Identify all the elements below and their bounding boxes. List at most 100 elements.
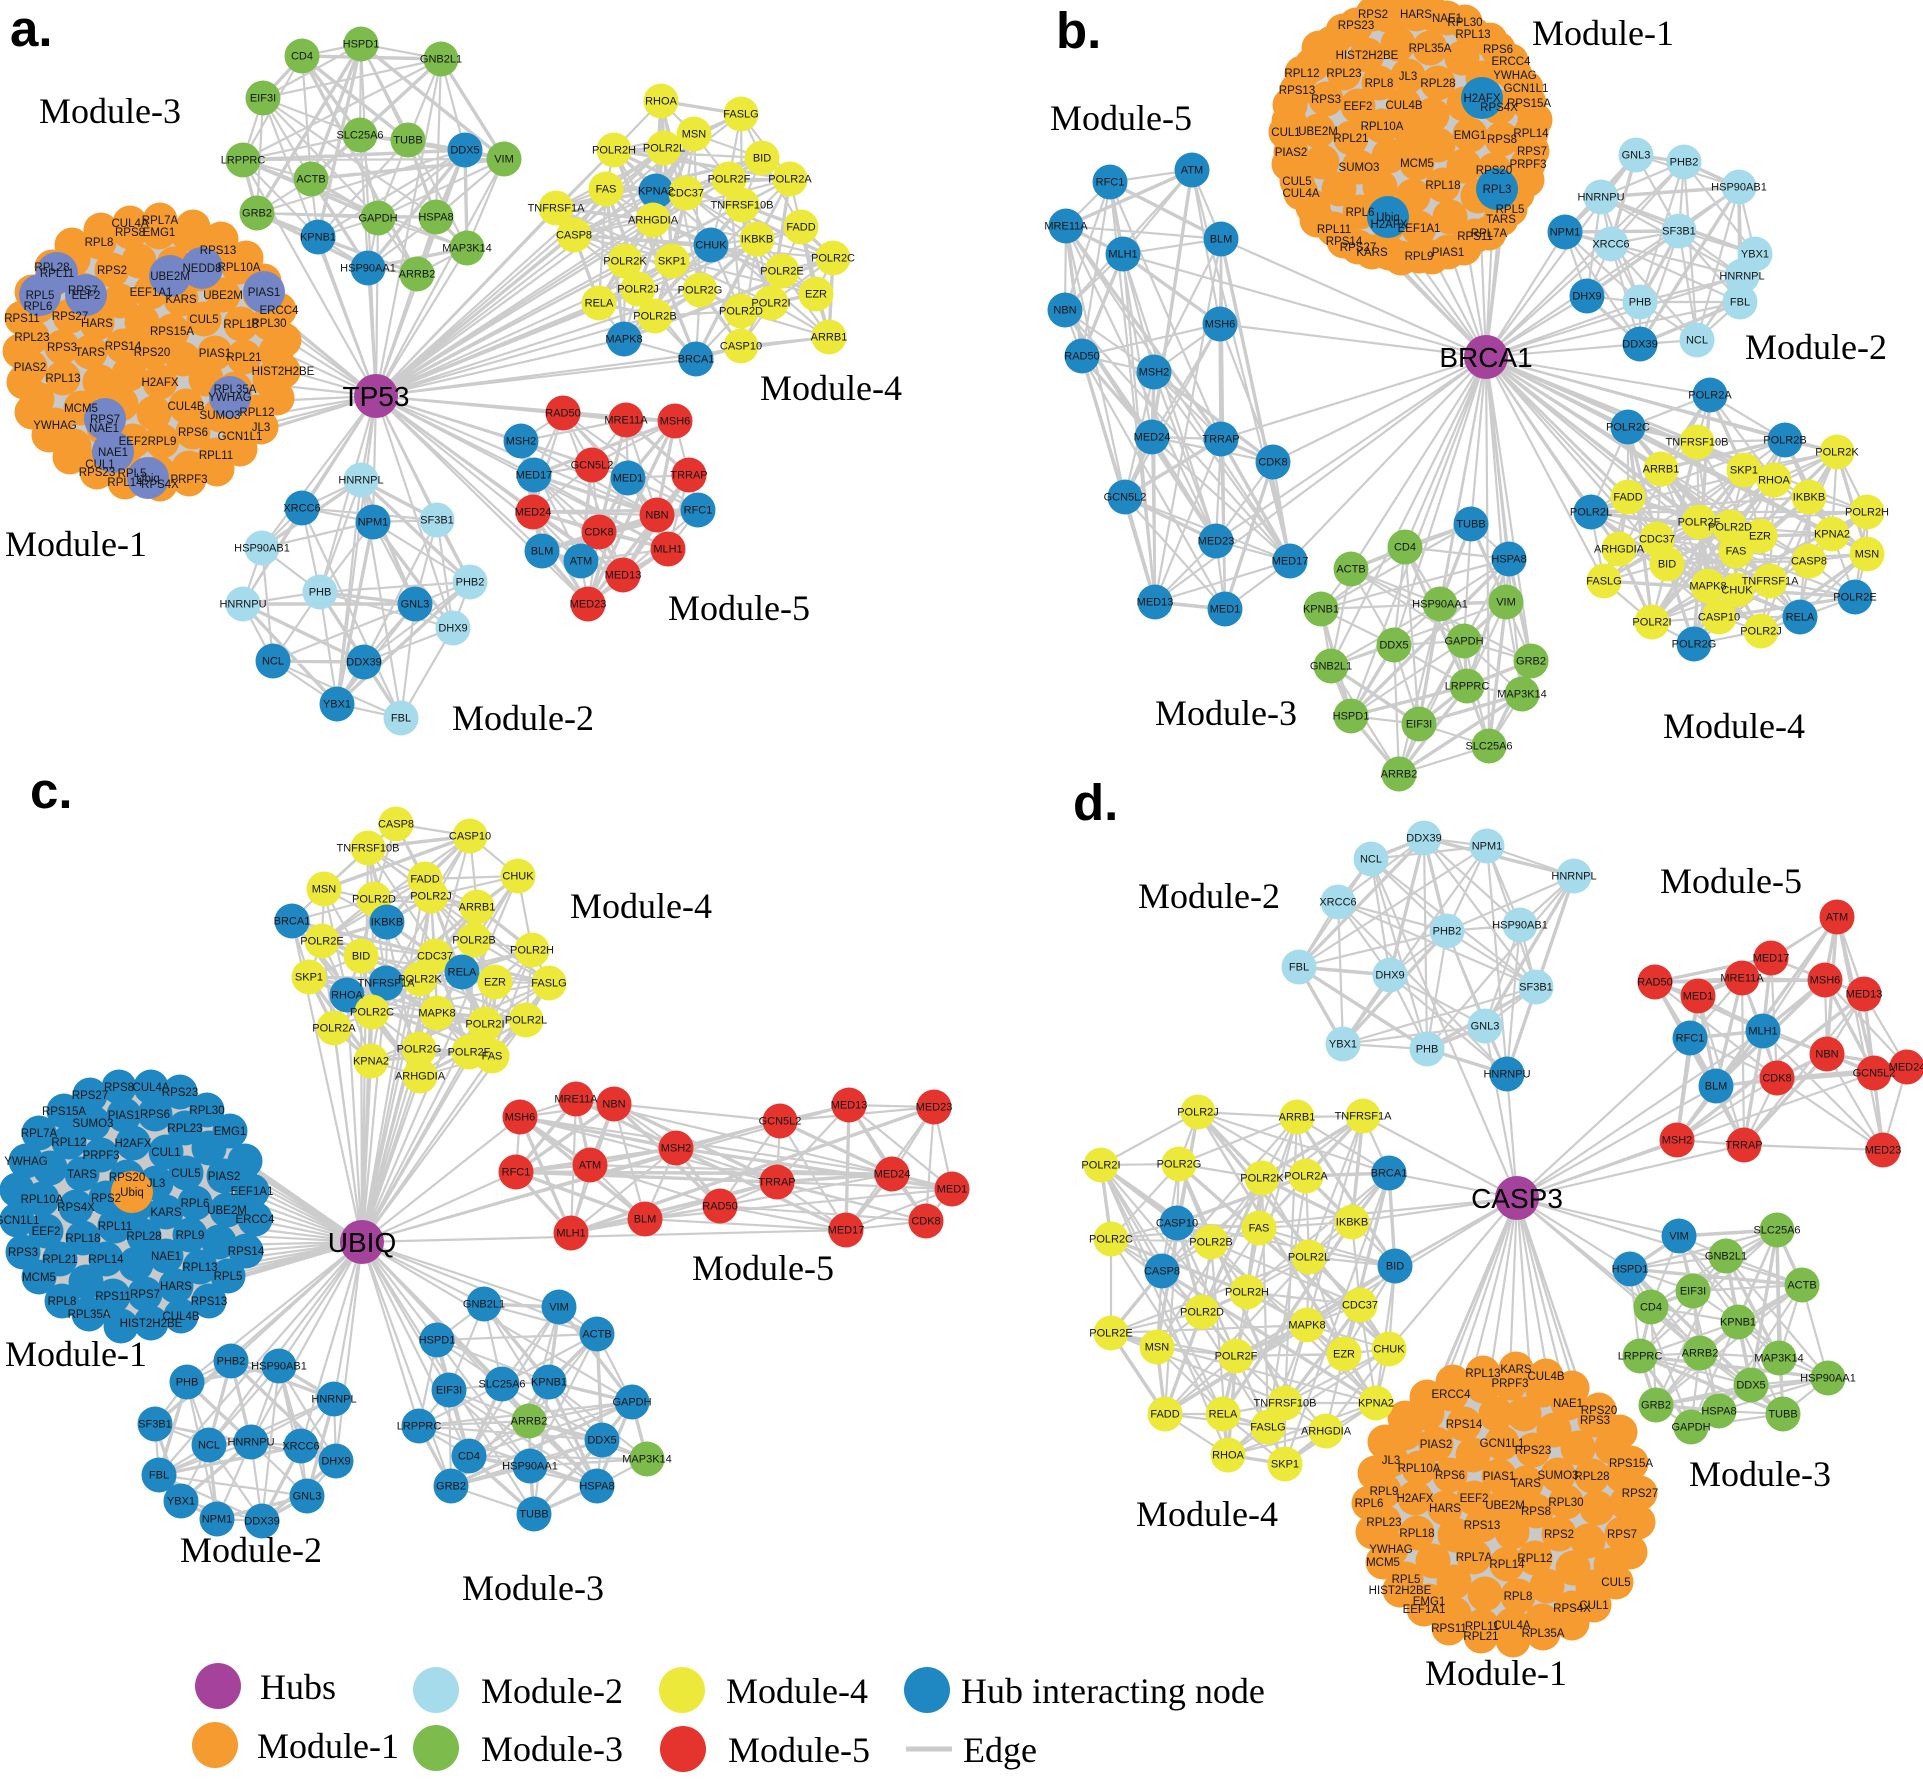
- svg-text:NAE1: NAE1: [151, 1251, 181, 1263]
- svg-text:HSPA8: HSPA8: [418, 212, 453, 224]
- svg-text:SF3B1: SF3B1: [1662, 226, 1696, 238]
- svg-text:POLR2L: POLR2L: [643, 143, 685, 155]
- svg-text:NCL: NCL: [262, 656, 284, 668]
- svg-text:XRCC6: XRCC6: [1319, 897, 1356, 909]
- svg-text:RHOA: RHOA: [1758, 475, 1790, 487]
- svg-text:RPL11: RPL11: [199, 450, 233, 462]
- svg-text:POLR2B: POLR2B: [452, 935, 495, 947]
- svg-text:Module-2: Module-2: [481, 1671, 623, 1711]
- svg-text:CUL4B: CUL4B: [1527, 1371, 1564, 1383]
- svg-text:MAP3K14: MAP3K14: [1754, 1353, 1804, 1365]
- svg-text:GCN1L1: GCN1L1: [218, 431, 263, 443]
- svg-text:GNL3: GNL3: [1471, 1021, 1500, 1033]
- svg-text:HSPA8: HSPA8: [1701, 1406, 1736, 1418]
- svg-text:RPL18: RPL18: [1399, 1528, 1434, 1540]
- svg-text:POLR2E: POLR2E: [760, 266, 803, 278]
- svg-text:DDX5: DDX5: [587, 1435, 616, 1447]
- svg-text:JL3: JL3: [147, 1178, 166, 1190]
- svg-text:RPS3: RPS3: [8, 1247, 38, 1259]
- svg-text:UBIQ: UBIQ: [328, 1227, 396, 1258]
- svg-text:FADD: FADD: [1613, 492, 1642, 504]
- svg-text:UBE2M: UBE2M: [203, 290, 243, 302]
- svg-text:CD4: CD4: [1640, 1302, 1662, 1314]
- svg-text:CASP10: CASP10: [1698, 612, 1740, 624]
- svg-text:GNB2L1: GNB2L1: [463, 1299, 505, 1311]
- svg-text:ACTB: ACTB: [296, 174, 325, 186]
- svg-text:PIAS2: PIAS2: [1275, 147, 1308, 159]
- svg-text:TP53: TP53: [343, 381, 410, 412]
- svg-text:POLR2F: POLR2F: [708, 174, 751, 186]
- svg-text:RPS27: RPS27: [52, 311, 88, 323]
- svg-text:GAPDH: GAPDH: [612, 1397, 651, 1409]
- svg-text:BID: BID: [753, 153, 771, 165]
- svg-text:CUL5: CUL5: [171, 1168, 200, 1180]
- svg-text:NBN: NBN: [1815, 1049, 1838, 1061]
- svg-text:RPS8: RPS8: [1487, 134, 1517, 146]
- svg-text:MED23: MED23: [916, 1102, 953, 1114]
- svg-text:KPNA2: KPNA2: [1358, 1398, 1394, 1410]
- svg-text:BRCA1: BRCA1: [678, 354, 715, 366]
- svg-text:NEDD8: NEDD8: [183, 263, 222, 275]
- svg-text:RPS7: RPS7: [1517, 146, 1547, 158]
- svg-text:POLR2C: POLR2C: [811, 253, 855, 265]
- svg-text:PHB2: PHB2: [456, 577, 485, 589]
- svg-text:DHX9: DHX9: [1572, 291, 1601, 303]
- svg-text:RPL30: RPL30: [251, 318, 286, 330]
- svg-text:EZR: EZR: [1333, 1349, 1355, 1361]
- svg-text:d.: d.: [1073, 774, 1118, 831]
- svg-text:TRRAP: TRRAP: [1202, 434, 1239, 446]
- svg-text:RPL6: RPL6: [24, 301, 53, 313]
- svg-text:NCL: NCL: [1360, 854, 1382, 866]
- svg-text:DDX39: DDX39: [1406, 833, 1441, 845]
- svg-text:Module-1: Module-1: [1532, 13, 1674, 53]
- svg-text:POLR2H: POLR2H: [1225, 1287, 1269, 1299]
- svg-text:ATM: ATM: [579, 1160, 601, 1172]
- svg-text:CDC37: CDC37: [1342, 1300, 1378, 1312]
- svg-text:EZR: EZR: [1749, 531, 1771, 543]
- svg-text:RPS13: RPS13: [200, 245, 236, 257]
- svg-text:PRPF3: PRPF3: [170, 474, 207, 486]
- svg-text:HIST2H2BE: HIST2H2BE: [120, 1318, 183, 1330]
- svg-text:RPL10A: RPL10A: [1361, 121, 1404, 133]
- svg-text:XRCC6: XRCC6: [1592, 239, 1629, 251]
- svg-text:KARS: KARS: [1356, 247, 1388, 259]
- svg-text:HNRNPU: HNRNPU: [1577, 192, 1624, 204]
- svg-text:POLR2D: POLR2D: [1180, 1307, 1224, 1319]
- svg-text:POLR2E: POLR2E: [1833, 592, 1876, 604]
- svg-text:POLR2F: POLR2F: [1215, 1351, 1258, 1363]
- svg-text:RPS6: RPS6: [1483, 44, 1513, 56]
- svg-text:EZR: EZR: [805, 289, 827, 301]
- svg-text:POLR2A: POLR2A: [768, 174, 812, 186]
- svg-text:RPS3: RPS3: [47, 342, 77, 354]
- svg-text:LRPPRC: LRPPRC: [221, 155, 266, 167]
- svg-text:HSP90AB1: HSP90AB1: [1492, 920, 1548, 932]
- svg-text:BID: BID: [352, 951, 370, 963]
- svg-text:RPS7: RPS7: [90, 414, 120, 426]
- svg-text:CDC37: CDC37: [668, 188, 704, 200]
- svg-text:POLR2A: POLR2A: [312, 1023, 356, 1035]
- svg-text:Module-5: Module-5: [1660, 861, 1802, 901]
- svg-text:POLR2A: POLR2A: [1688, 390, 1732, 402]
- svg-text:RPL35A: RPL35A: [1409, 43, 1452, 55]
- svg-text:DDX39: DDX39: [244, 1516, 279, 1528]
- svg-text:MAP3K14: MAP3K14: [1497, 689, 1547, 701]
- svg-text:MAP3K14: MAP3K14: [442, 243, 492, 255]
- svg-text:RPS15A: RPS15A: [1507, 98, 1551, 110]
- svg-text:GNL3: GNL3: [1622, 150, 1651, 162]
- svg-text:POLR2K: POLR2K: [603, 256, 647, 268]
- svg-text:ARHGDIA: ARHGDIA: [628, 215, 679, 227]
- svg-text:PIAS2: PIAS2: [208, 1171, 241, 1183]
- svg-text:GCN5L2: GCN5L2: [571, 460, 614, 472]
- svg-text:RPL18: RPL18: [65, 1233, 100, 1245]
- svg-text:MLH1: MLH1: [1748, 1026, 1777, 1038]
- svg-text:RPS7: RPS7: [130, 1289, 160, 1301]
- svg-text:MLH1: MLH1: [1108, 249, 1137, 261]
- svg-text:TARS: TARS: [1486, 214, 1516, 226]
- svg-text:EIF3I: EIF3I: [1680, 1286, 1706, 1298]
- svg-text:MAP3K14: MAP3K14: [622, 1454, 672, 1466]
- svg-text:RPL23: RPL23: [167, 1123, 202, 1135]
- svg-text:TRRAP: TRRAP: [670, 470, 707, 482]
- svg-text:POLR2B: POLR2B: [1189, 1237, 1232, 1249]
- svg-text:TUBB: TUBB: [393, 135, 422, 147]
- svg-text:PHB: PHB: [309, 587, 332, 599]
